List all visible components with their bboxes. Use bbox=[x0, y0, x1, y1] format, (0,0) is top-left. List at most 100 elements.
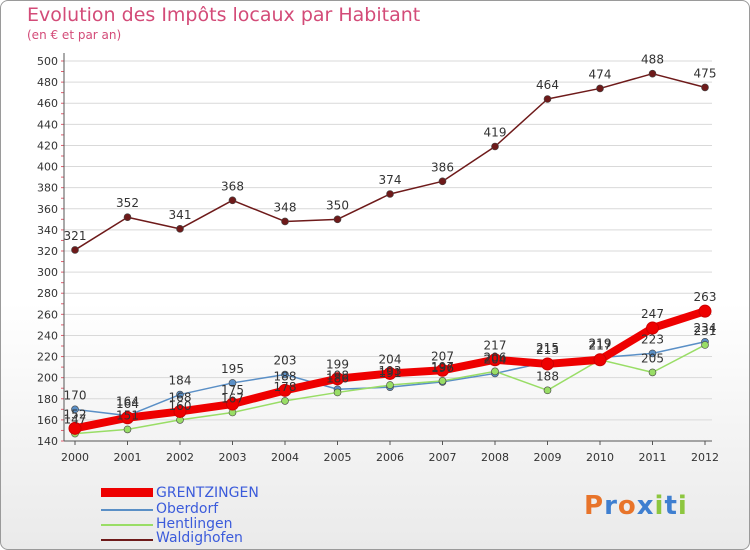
legend-label-grentzingen: GRENTZINGEN bbox=[156, 485, 259, 501]
data-label: 217 bbox=[484, 339, 507, 353]
x-tick-label: 2007 bbox=[429, 451, 457, 464]
x-tick-label: 2003 bbox=[219, 451, 247, 464]
x-tick-label: 2000 bbox=[61, 451, 89, 464]
data-label: 205 bbox=[641, 351, 664, 365]
data-point bbox=[71, 246, 79, 254]
data-point bbox=[491, 142, 499, 151]
legend-swatch-grentzingen bbox=[101, 488, 153, 497]
data-label: 188 bbox=[536, 369, 559, 383]
data-point bbox=[281, 370, 289, 379]
data-label: 160 bbox=[169, 399, 192, 413]
y-tick-label: 420 bbox=[37, 139, 58, 152]
data-point bbox=[173, 404, 187, 418]
data-point bbox=[648, 349, 657, 358]
data-point bbox=[333, 388, 342, 397]
data-point bbox=[543, 386, 552, 395]
data-label: 198 bbox=[326, 368, 349, 382]
data-point bbox=[593, 353, 607, 367]
data-label: 488 bbox=[641, 53, 664, 67]
legend-label-oberdorf: Oberdorf bbox=[156, 501, 219, 517]
data-label: 419 bbox=[484, 126, 507, 140]
data-label: 184 bbox=[169, 374, 192, 388]
data-label: 341 bbox=[169, 208, 192, 222]
data-label: 231 bbox=[694, 324, 717, 338]
data-label: 217 bbox=[589, 339, 612, 353]
data-label: 352 bbox=[116, 196, 139, 210]
y-tick-label: 500 bbox=[37, 55, 58, 68]
y-tick-label: 340 bbox=[37, 224, 58, 237]
data-label: 321 bbox=[64, 229, 87, 243]
data-point bbox=[228, 379, 237, 387]
data-label: 167 bbox=[221, 392, 244, 406]
data-label: 213 bbox=[536, 343, 559, 357]
data-label: 193 bbox=[379, 364, 402, 378]
data-label: 147 bbox=[64, 413, 87, 427]
data-point bbox=[383, 366, 397, 380]
x-tick-label: 2009 bbox=[534, 451, 562, 464]
y-tick-label: 380 bbox=[37, 182, 58, 195]
data-label: 223 bbox=[641, 332, 664, 346]
data-label: 207 bbox=[431, 349, 454, 363]
data-label: 464 bbox=[536, 78, 559, 92]
data-label: 170 bbox=[64, 388, 87, 402]
data-label: 164 bbox=[116, 395, 139, 409]
x-tick-label: 2008 bbox=[481, 451, 509, 464]
data-point bbox=[491, 367, 499, 376]
data-point bbox=[648, 69, 657, 78]
data-point bbox=[123, 425, 132, 434]
data-point bbox=[646, 321, 659, 335]
data-point bbox=[68, 421, 82, 435]
data-label: 164 bbox=[116, 397, 139, 411]
data-label: 203 bbox=[274, 354, 297, 368]
data-label: 247 bbox=[641, 307, 664, 321]
legend-swatch-hentlingen bbox=[101, 524, 153, 526]
y-tick-label: 460 bbox=[37, 97, 58, 110]
data-label: 197 bbox=[431, 360, 454, 374]
data-label: 217 bbox=[589, 339, 612, 353]
data-label: 199 bbox=[326, 358, 349, 372]
data-point bbox=[333, 215, 342, 224]
x-tick-label: 2012 bbox=[691, 451, 719, 464]
chart-subtitle: (en € et par an) bbox=[27, 28, 122, 42]
y-tick-label: 220 bbox=[37, 351, 58, 364]
x-tick-label: 2006 bbox=[376, 451, 404, 464]
proxiti-logo: Proxiti bbox=[584, 491, 688, 521]
data-label: 348 bbox=[274, 200, 297, 214]
y-tick-label: 240 bbox=[37, 329, 58, 342]
data-point bbox=[438, 377, 447, 385]
legend-label-waldighofen: Waldighofen bbox=[156, 530, 243, 546]
data-label: 474 bbox=[589, 67, 612, 81]
x-tick-label: 2011 bbox=[639, 451, 667, 464]
data-label: 374 bbox=[379, 173, 402, 187]
data-point bbox=[281, 397, 289, 405]
data-label: 350 bbox=[326, 198, 349, 212]
data-label: 151 bbox=[116, 408, 139, 422]
data-label: 196 bbox=[431, 361, 454, 375]
data-label: 204 bbox=[484, 352, 507, 366]
data-point bbox=[543, 95, 552, 103]
y-tick-label: 320 bbox=[37, 245, 58, 258]
y-tick-label: 200 bbox=[37, 372, 58, 385]
legend-swatch-oberdorf bbox=[101, 509, 153, 511]
data-point bbox=[541, 357, 554, 371]
data-label: 191 bbox=[379, 366, 402, 380]
x-tick-label: 2004 bbox=[271, 451, 299, 464]
data-point bbox=[226, 397, 239, 411]
data-point bbox=[386, 381, 394, 389]
data-point bbox=[123, 213, 132, 222]
data-label: 168 bbox=[169, 390, 192, 404]
data-point bbox=[596, 84, 604, 93]
series-line-waldighofen bbox=[74, 72, 706, 251]
data-point bbox=[436, 363, 449, 377]
y-tick-label: 440 bbox=[37, 118, 58, 131]
data-label: 188 bbox=[274, 369, 297, 383]
y-tick-label: 260 bbox=[37, 308, 58, 321]
data-label: 475 bbox=[694, 66, 717, 80]
data-label: 263 bbox=[694, 290, 717, 304]
data-label: 215 bbox=[536, 341, 559, 355]
data-point bbox=[228, 196, 237, 205]
logo-letter: o bbox=[617, 491, 637, 521]
data-point bbox=[281, 217, 289, 226]
